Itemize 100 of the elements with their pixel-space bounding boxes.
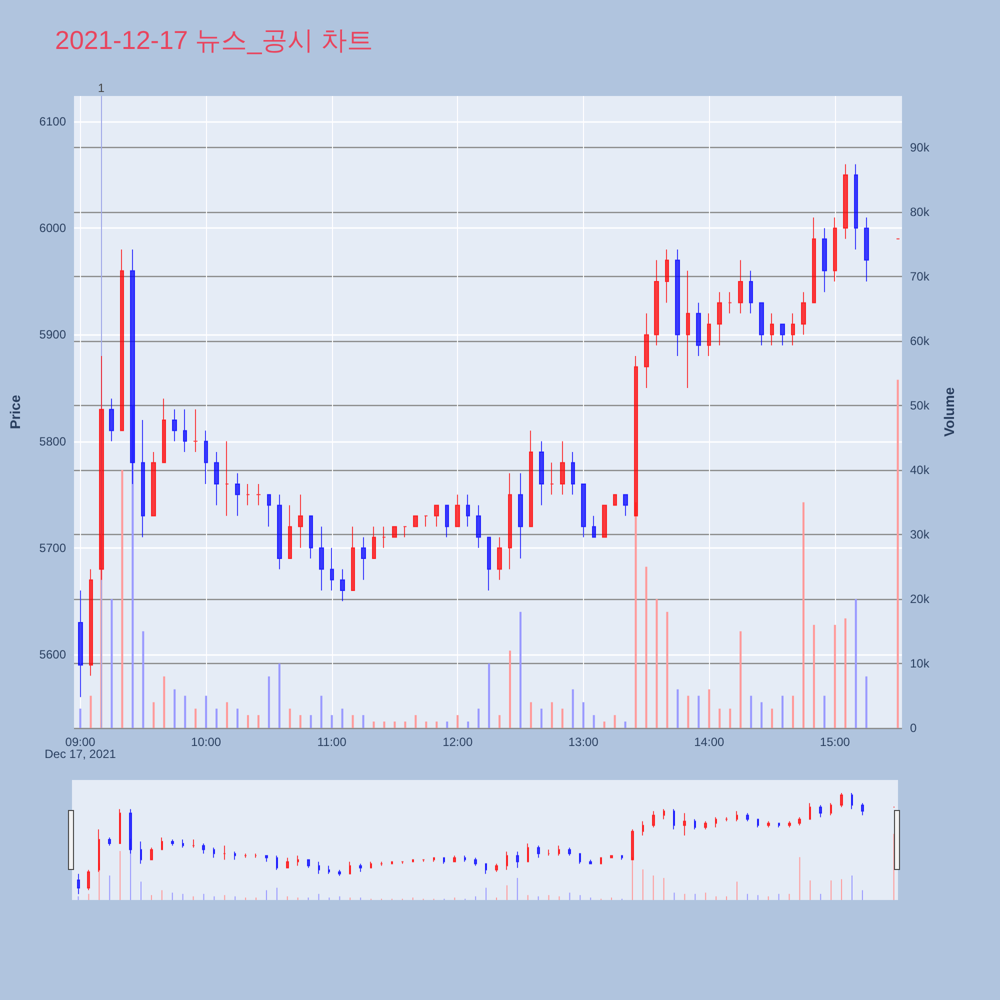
candlestick	[319, 526, 324, 592]
bar	[383, 722, 386, 728]
candlestick	[361, 536, 366, 580]
candlestick	[675, 248, 680, 357]
candlestick	[707, 312, 711, 357]
candlestick	[571, 451, 575, 496]
bar	[425, 722, 428, 728]
bar	[676, 689, 679, 728]
bar	[257, 715, 260, 728]
candlestick	[801, 292, 806, 336]
y-tick-label: 5600	[39, 647, 66, 662]
bar	[614, 715, 616, 728]
candlestick	[812, 217, 816, 304]
x-tick-label: 10:00	[191, 735, 222, 749]
bar	[174, 689, 176, 728]
bar	[121, 470, 124, 728]
bar	[142, 631, 144, 728]
bar	[530, 702, 532, 728]
bar	[750, 696, 752, 728]
candlestick	[288, 504, 292, 560]
bar	[854, 599, 857, 728]
bar	[865, 676, 868, 728]
x-tick-label: 14:00	[694, 735, 724, 749]
candlestick	[413, 515, 418, 528]
y2-tick-label: 10k	[910, 656, 930, 671]
candlestick	[476, 504, 481, 548]
y-axis-title: Price	[7, 394, 23, 430]
candlestick	[644, 312, 649, 389]
candlestick	[162, 398, 166, 464]
bar	[446, 722, 448, 728]
x-tick-label: 15:00	[820, 735, 850, 749]
candlestick	[235, 472, 240, 516]
bar	[236, 708, 239, 728]
bar	[90, 696, 92, 728]
bar	[509, 650, 512, 728]
bar	[656, 599, 658, 728]
y-tick-label: 5700	[39, 540, 66, 555]
candlestick	[340, 568, 345, 602]
candlestick	[267, 494, 271, 528]
bar	[194, 708, 197, 728]
bar	[582, 702, 584, 728]
bar	[729, 708, 732, 728]
bar	[645, 566, 648, 728]
bar	[330, 715, 333, 728]
candlestick	[204, 430, 208, 484]
bar	[687, 696, 690, 728]
candlestick	[749, 270, 753, 314]
x-tick-label: 12:00	[442, 735, 473, 749]
candlestick	[738, 260, 743, 314]
bar	[478, 708, 480, 728]
candlestick	[696, 302, 701, 357]
bar	[572, 689, 574, 728]
bar	[268, 676, 270, 728]
candlestick	[298, 494, 303, 548]
bar	[802, 502, 804, 728]
chart-title: 2021-12-17 뉴스_공시 차트	[55, 25, 373, 55]
candlestick	[780, 324, 785, 346]
bar	[467, 722, 470, 728]
x-tick-label: 09:00 Dec 17, 2021	[44, 735, 116, 761]
candlestick	[497, 536, 502, 580]
bar	[896, 380, 899, 728]
candlestick	[445, 504, 449, 538]
candlestick	[277, 494, 282, 570]
candlestick	[172, 408, 177, 442]
y2-tick-label: 30k	[910, 528, 930, 542]
bar	[288, 708, 291, 728]
bar	[624, 722, 626, 728]
candlestick	[141, 419, 145, 538]
candlestick	[529, 430, 533, 528]
y2-tick-label: 70k	[910, 270, 930, 284]
bar	[278, 664, 280, 728]
candlestick	[508, 472, 512, 570]
bar	[79, 708, 82, 728]
y2-tick-label: 40k	[910, 463, 930, 478]
candlestick	[759, 302, 764, 346]
bar	[698, 696, 700, 728]
bar	[341, 708, 344, 728]
bar	[823, 696, 826, 728]
candlestick	[665, 248, 669, 304]
bar	[184, 696, 186, 728]
bar	[740, 631, 742, 728]
y2-tick-label: 50k	[910, 398, 930, 413]
y2-tick-label: 80k	[910, 205, 930, 220]
candlestick	[330, 547, 334, 592]
candlestick	[466, 494, 470, 528]
candlestick	[791, 312, 795, 346]
bar	[760, 702, 763, 728]
y2-tick-label: 60k	[910, 334, 930, 348]
bar	[320, 696, 322, 728]
candlestick	[78, 590, 83, 698]
candlestick	[854, 164, 858, 250]
candlestick	[89, 568, 93, 676]
bar	[404, 722, 406, 728]
candlestick	[686, 270, 690, 389]
candlestick	[392, 526, 397, 538]
candlestick	[581, 483, 586, 538]
bar	[414, 715, 417, 728]
candlestick	[309, 515, 313, 560]
candlestick	[539, 440, 544, 506]
bar	[550, 702, 553, 728]
